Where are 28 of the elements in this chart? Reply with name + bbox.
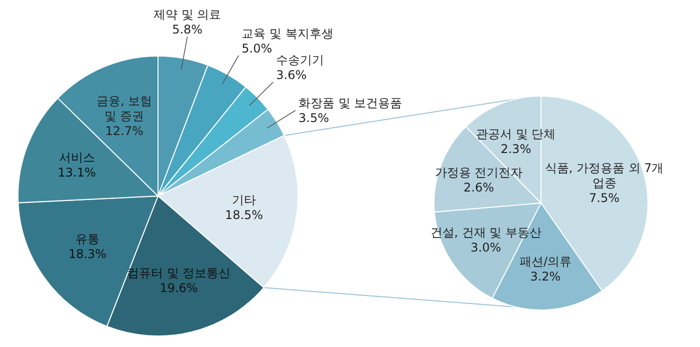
slice-label: 식품, 가정용품 외 7개 업종 [544, 161, 664, 190]
slice-label: 기타 [232, 193, 256, 208]
data-label: 5.0% [242, 41, 272, 56]
slice-label: 수송기기 [276, 53, 324, 68]
slice-label: 가정용 전기전자 [434, 165, 523, 180]
slice-label: 컴퓨터 및 정보통신 [126, 266, 231, 280]
slice-label: 패션/의류 [519, 254, 572, 269]
data-label: 12.7% [105, 124, 144, 138]
data-label: 5.8% [172, 22, 203, 37]
data-label: 2.6% [464, 180, 494, 194]
data-label: 7.5% [589, 191, 620, 206]
slice-label: 유통 [76, 232, 100, 246]
data-label: 2.3% [500, 142, 532, 156]
data-label: 18.3% [68, 247, 107, 262]
data-label: 18.5% [224, 208, 264, 222]
slice-label: 서비스 [58, 150, 95, 165]
slice-label: 교육 및 복지후생 [242, 26, 334, 40]
slice-label: 관공서 및 단체 [476, 127, 556, 142]
data-label: 3.5% [298, 110, 330, 125]
data-label: 13.1% [58, 166, 96, 180]
data-label: 3.2% [530, 270, 561, 284]
slice-label: 제약 및 의료 [154, 8, 222, 22]
data-label: 19.6% [160, 280, 198, 295]
slice-label: 금융, 보험 및 증권 [96, 94, 152, 124]
slice-label: 화장품 및 보건용품 [298, 96, 402, 110]
slice-label: 건설, 건재 및 부동산 [430, 225, 542, 240]
data-label: 3.6% [276, 68, 307, 82]
data-label: 3.0% [470, 240, 502, 254]
